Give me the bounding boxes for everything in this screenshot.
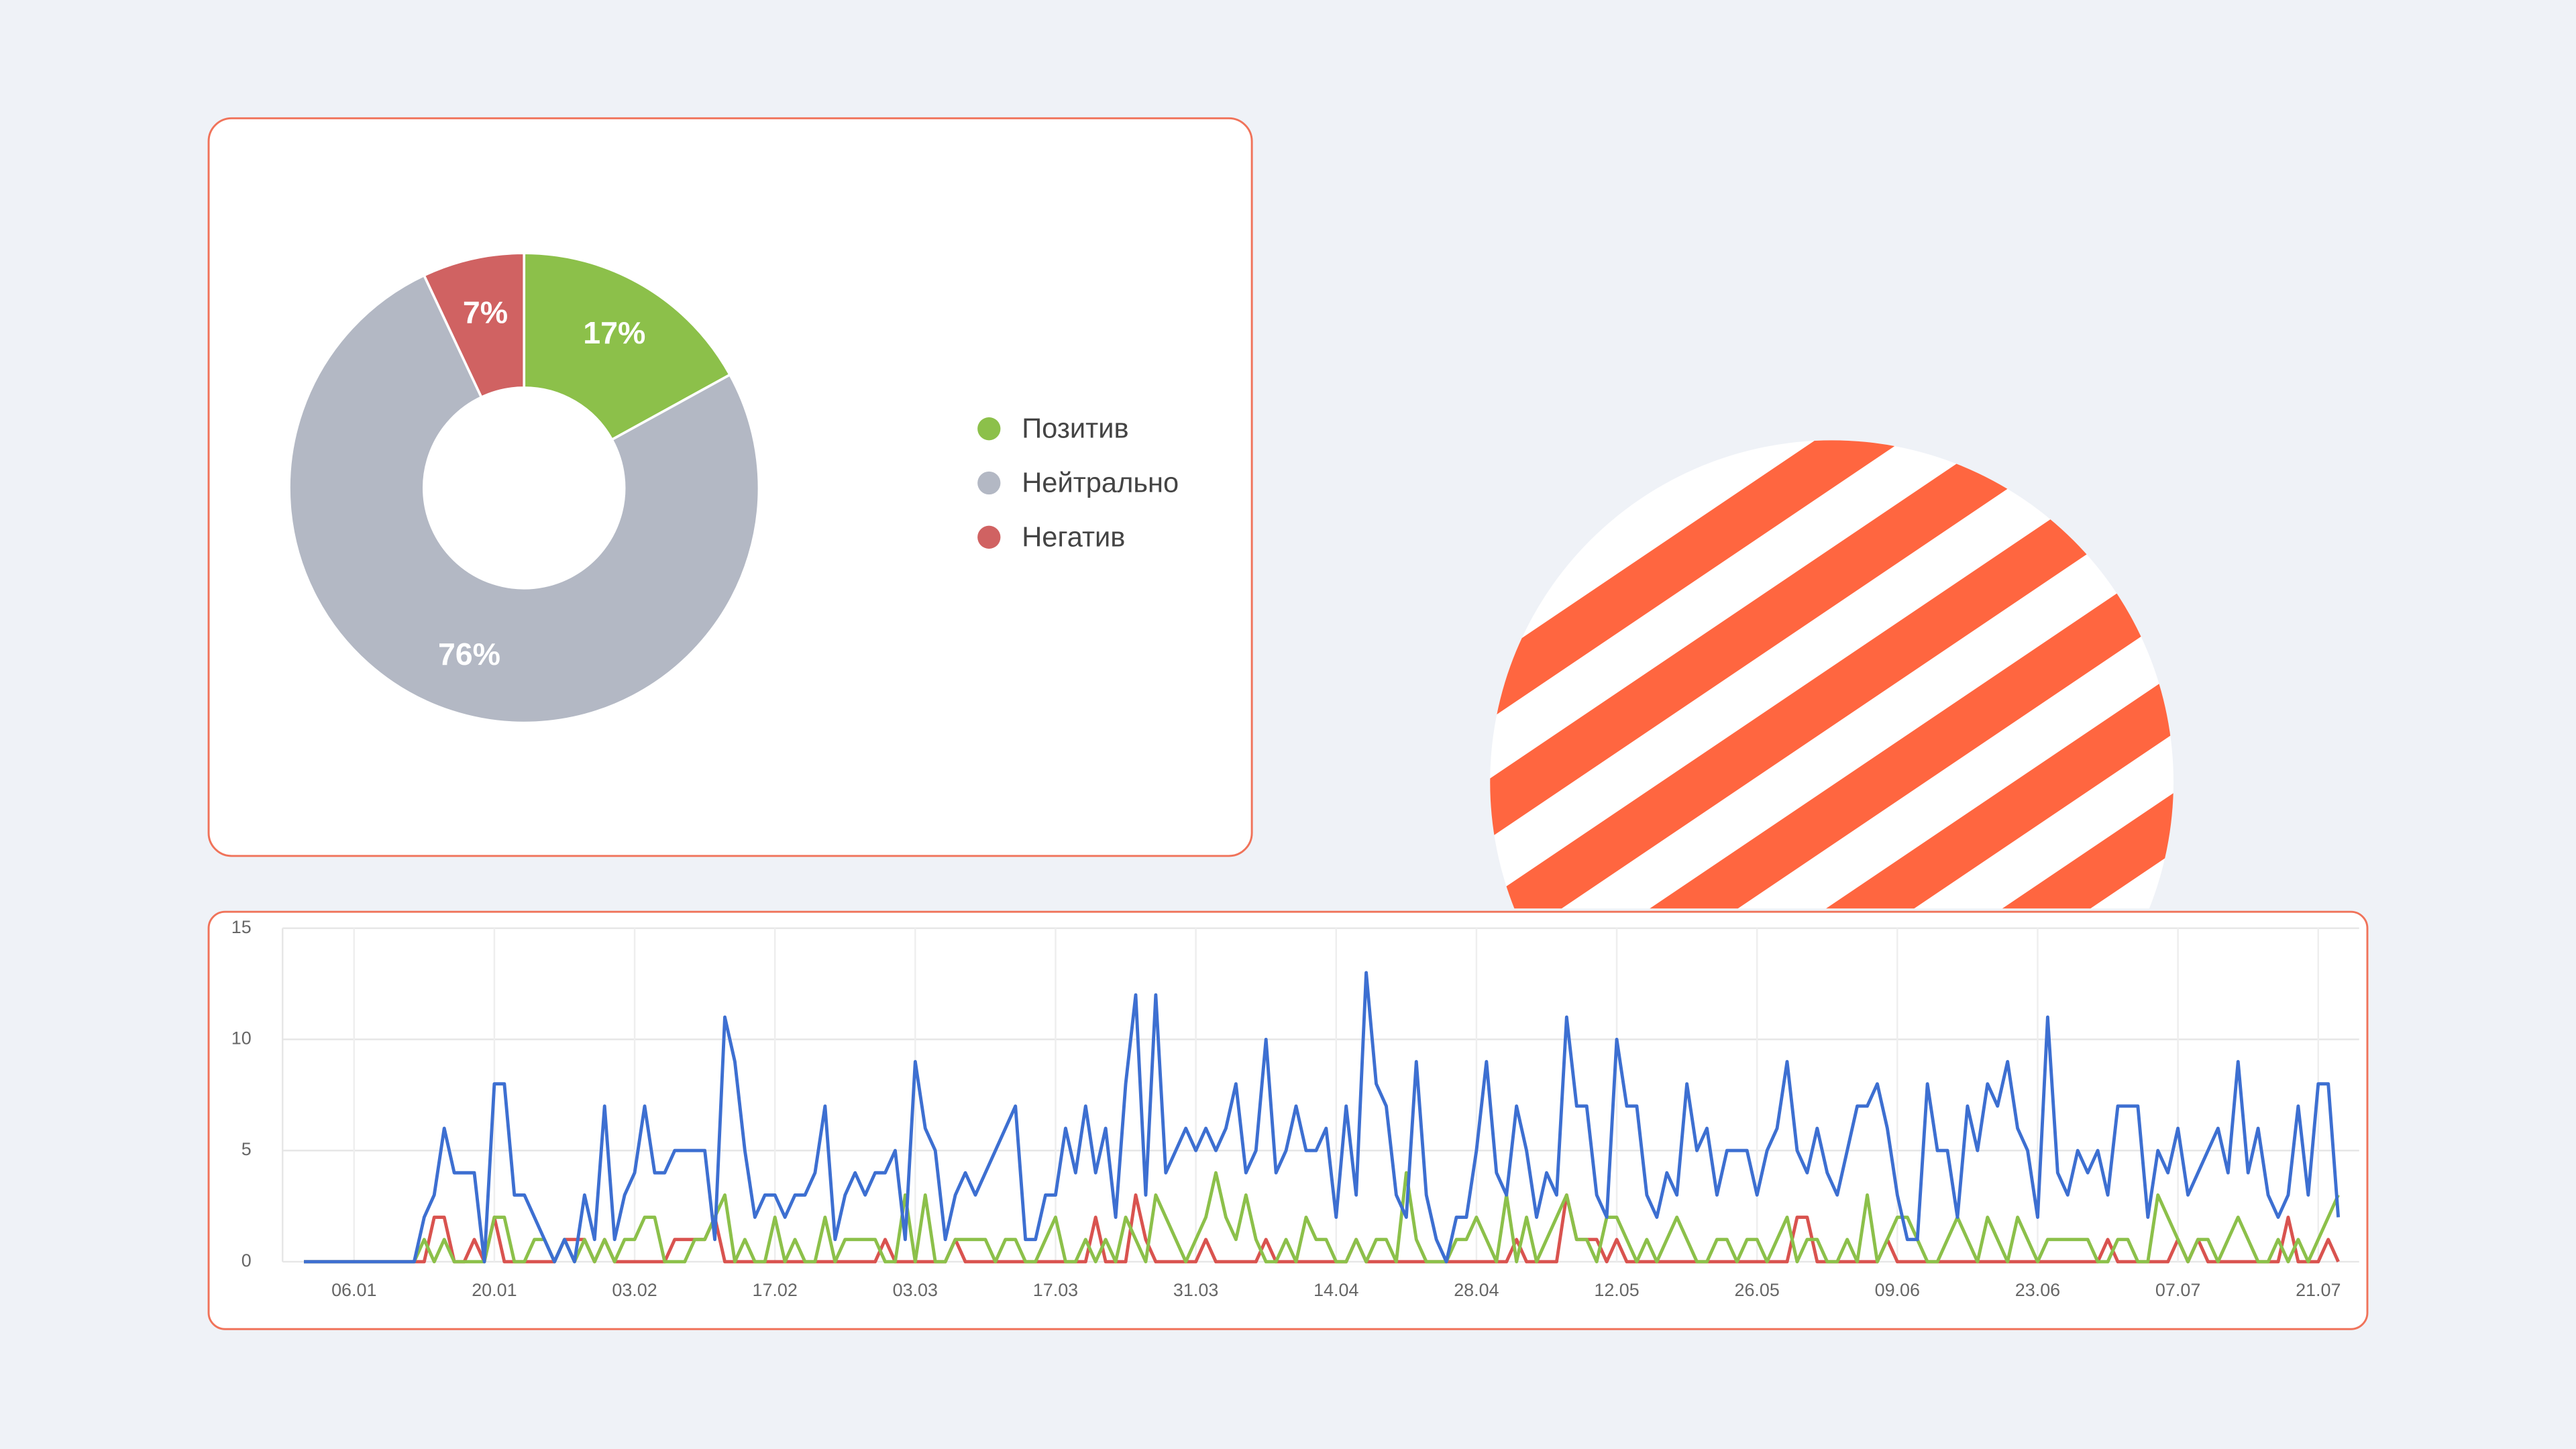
x-tick-label: 14.04 (1313, 1280, 1358, 1300)
x-tick-label: 17.02 (752, 1280, 797, 1300)
legend-label: Позитив (1022, 413, 1128, 444)
legend-label: Нейтрально (1022, 466, 1179, 498)
x-tick-label: 03.02 (612, 1280, 657, 1300)
y-tick-label: 5 (241, 1139, 252, 1159)
series-line (304, 1171, 2340, 1264)
y-tick-label: 10 (231, 1028, 252, 1048)
decor-stripes (1490, 440, 2174, 909)
y-tick-label: 0 (241, 1250, 252, 1271)
pie-slice (288, 274, 761, 724)
slice-label: 76% (438, 637, 500, 672)
series-line (304, 971, 2341, 1264)
x-tick-label: 09.06 (1875, 1280, 1920, 1300)
legend-label: Негатив (1022, 521, 1125, 552)
series-line (304, 1193, 2340, 1264)
x-tick-label: 23.06 (2015, 1280, 2060, 1300)
pie-slice (422, 252, 526, 399)
pie-slice (523, 252, 732, 441)
x-tick-label: 12.05 (1594, 1280, 1639, 1300)
y-tick-label: 15 (231, 917, 252, 937)
pie-chart: 17% Позитив 76% Нейтрально 7% Негатив (288, 252, 1179, 724)
slice-label: 7% (463, 295, 508, 330)
x-tick-label: 20.01 (472, 1280, 517, 1300)
x-tick-label: 03.03 (893, 1280, 938, 1300)
x-tick-label: 21.07 (2296, 1280, 2341, 1300)
line-card (207, 910, 2369, 1330)
x-tick-label: 07.07 (2155, 1280, 2200, 1300)
x-tick-label: 31.03 (1173, 1280, 1218, 1300)
legend-marker (977, 417, 1001, 441)
legend-marker (977, 471, 1001, 495)
decor (1490, 440, 2174, 909)
legend-marker (977, 525, 1001, 549)
line-chart: 0 5 10 15 06.01 20.01 03.02 17.02 03.03 17.03 31.0… (231, 917, 2359, 1300)
x-tick-label: 28.04 (1454, 1280, 1499, 1300)
x-tick-label: 26.05 (1734, 1280, 1779, 1300)
x-tick-label: 06.01 (331, 1280, 376, 1300)
x-tick-label: 17.03 (1033, 1280, 1078, 1300)
slice-label: 17% (583, 315, 645, 350)
